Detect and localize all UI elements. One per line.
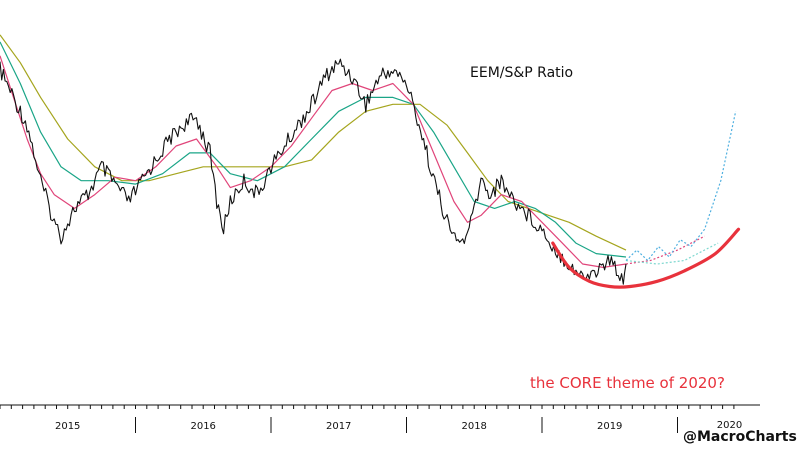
x-tick-label-2016: 2016 <box>190 421 215 432</box>
series-long-moving-average-line <box>0 34 627 251</box>
series-projection-line <box>625 111 737 262</box>
x-axis-year-separators <box>135 417 678 433</box>
series-price-line <box>0 58 627 285</box>
annotation-text: the CORE theme of 2020? <box>530 374 725 392</box>
x-tick-label-2018: 2018 <box>461 421 486 432</box>
watermark-text: @MacroCharts <box>683 429 797 445</box>
series-projected-short-average-line <box>625 235 705 265</box>
annotation-arc <box>551 227 741 289</box>
x-tick-label-2015: 2015 <box>55 421 80 432</box>
x-tick-label-2020: 2020 <box>717 420 742 431</box>
x-axis-tick-labels: 2015 2016 2017 2018 2019 2020 <box>55 420 742 432</box>
series-layer <box>0 34 737 285</box>
series-short-moving-average-line <box>0 55 627 268</box>
x-tick-label-2019: 2019 <box>597 421 622 432</box>
chart-title: EEM/S&P Ratio <box>470 65 573 81</box>
x-axis-minor-ticks <box>0 405 735 409</box>
series-projected-medium-average-line <box>625 242 719 265</box>
x-tick-label-2017: 2017 <box>326 421 351 432</box>
